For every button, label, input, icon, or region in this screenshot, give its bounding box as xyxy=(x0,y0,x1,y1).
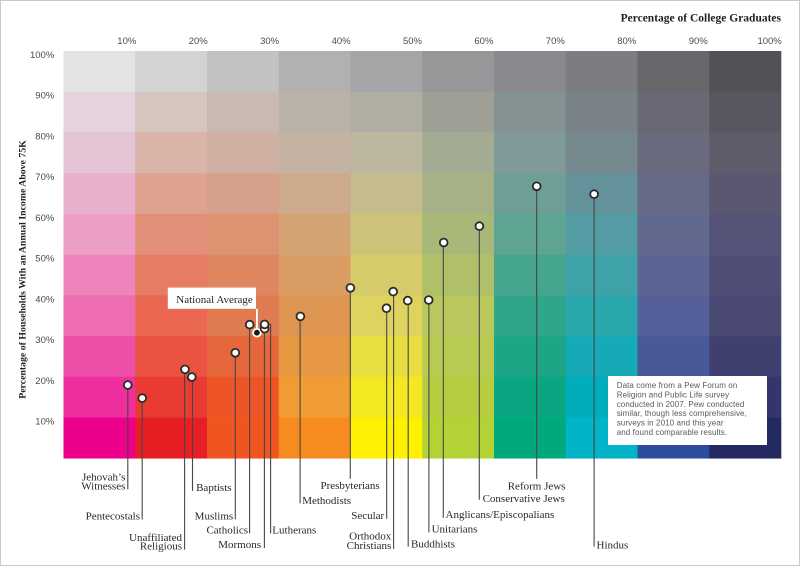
svg-text:Mormons: Mormons xyxy=(218,539,261,551)
svg-text:90%: 90% xyxy=(35,91,55,102)
svg-text:Muslims: Muslims xyxy=(195,510,234,522)
svg-text:40%: 40% xyxy=(35,294,55,305)
svg-text:surveys in 2010 and this year: surveys in 2010 and this year xyxy=(617,419,724,428)
svg-text:80%: 80% xyxy=(35,131,55,142)
svg-text:40%: 40% xyxy=(332,36,352,47)
svg-text:Lutherans: Lutherans xyxy=(272,524,316,536)
svg-text:10%: 10% xyxy=(117,36,137,47)
svg-text:10%: 10% xyxy=(35,417,55,428)
svg-text:100%: 100% xyxy=(30,50,55,61)
svg-text:100%: 100% xyxy=(757,36,782,47)
svg-text:30%: 30% xyxy=(260,36,280,47)
svg-text:Christians: Christians xyxy=(347,540,392,552)
svg-text:70%: 70% xyxy=(35,172,55,183)
svg-text:50%: 50% xyxy=(35,254,55,265)
svg-text:Percentage of College Graduate: Percentage of College Graduates xyxy=(621,13,782,25)
svg-text:50%: 50% xyxy=(403,36,423,47)
svg-text:National Average: National Average xyxy=(176,294,253,306)
svg-text:30%: 30% xyxy=(35,335,55,346)
svg-text:Pentecostals: Pentecostals xyxy=(86,510,140,522)
svg-text:Anglicans/Episcopalians: Anglicans/Episcopalians xyxy=(446,509,555,521)
svg-text:Religious: Religious xyxy=(140,541,182,553)
svg-text:similar, though less comprehen: similar, though less comprehensive, xyxy=(617,409,747,418)
svg-text:70%: 70% xyxy=(546,36,566,47)
svg-text:Percentage of Households With: Percentage of Households With an Annual … xyxy=(18,140,29,399)
svg-text:Jehovah’s: Jehovah’s xyxy=(82,471,125,483)
svg-text:Religion and Public Life surve: Religion and Public Life survey xyxy=(617,391,730,400)
svg-text:60%: 60% xyxy=(35,213,55,224)
svg-text:and found comparable results.: and found comparable results. xyxy=(617,428,728,437)
svg-text:90%: 90% xyxy=(689,36,709,47)
svg-text:Hindus: Hindus xyxy=(597,539,629,551)
svg-text:Unitarians: Unitarians xyxy=(432,523,478,535)
svg-text:Data come from a Pew Forum on: Data come from a Pew Forum on xyxy=(617,381,738,390)
svg-text:20%: 20% xyxy=(35,376,55,387)
svg-text:Witnesses: Witnesses xyxy=(81,480,125,492)
svg-text:Secular: Secular xyxy=(351,510,384,522)
svg-text:Presbyterians: Presbyterians xyxy=(320,480,379,492)
svg-text:20%: 20% xyxy=(189,36,209,47)
svg-text:Orthodox: Orthodox xyxy=(349,531,392,543)
svg-text:60%: 60% xyxy=(474,36,494,47)
svg-text:Conservative Jews: Conservative Jews xyxy=(483,493,565,505)
svg-text:Unaffiliated: Unaffiliated xyxy=(129,532,182,544)
svg-text:Catholics: Catholics xyxy=(206,524,248,536)
svg-text:Buddhists: Buddhists xyxy=(411,539,455,551)
svg-text:80%: 80% xyxy=(617,36,637,47)
svg-text:Reform Jews: Reform Jews xyxy=(508,481,566,493)
svg-text:conducted in 2007. Pew conduct: conducted in 2007. Pew conducted xyxy=(617,400,745,409)
svg-text:Methodists: Methodists xyxy=(302,495,351,507)
svg-text:Baptists: Baptists xyxy=(196,482,231,494)
